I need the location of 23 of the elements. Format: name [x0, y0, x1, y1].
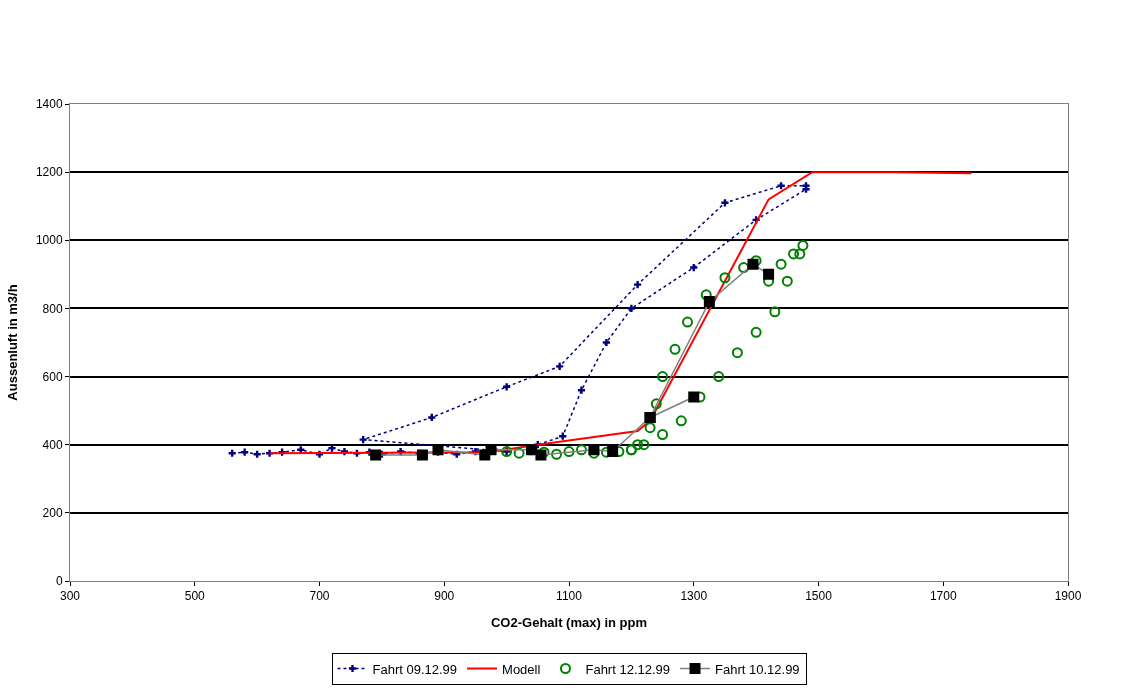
y-tick-label: 0 [55, 574, 63, 589]
x-axis-title: CO2-Gehalt (max) in ppm [490, 615, 648, 630]
x-tick-label: 700 [309, 589, 330, 604]
y-tick-label: 1000 [35, 233, 63, 248]
y-tick-label: 200 [42, 506, 63, 521]
y-axis-title: Aussenluft in m3/h [4, 284, 20, 401]
y-tick-label: 1200 [35, 165, 63, 180]
x-tick-label: 1500 [805, 589, 833, 604]
legend-label: Fahrt 09.12.99 [372, 661, 458, 677]
legend-label: Modell [502, 661, 541, 677]
x-tick-label: 500 [184, 589, 206, 604]
legend-label: Fahrt 10.12.99 [715, 661, 800, 677]
x-tick-label: 900 [434, 589, 455, 604]
y-tick-label: 400 [42, 437, 63, 452]
y-tick-label: 1400 [35, 97, 63, 112]
x-tick-label: 300 [59, 589, 81, 604]
x-tick-label: 1300 [680, 589, 708, 604]
legend-label: Fahrt 12.12.99 [585, 661, 671, 677]
x-tick-label: 1700 [929, 589, 957, 604]
x-tick-label: 1100 [556, 589, 583, 604]
y-tick-label: 600 [42, 369, 63, 384]
y-tick-label: 800 [42, 301, 63, 316]
x-tick-label: 1900 [1054, 589, 1082, 604]
